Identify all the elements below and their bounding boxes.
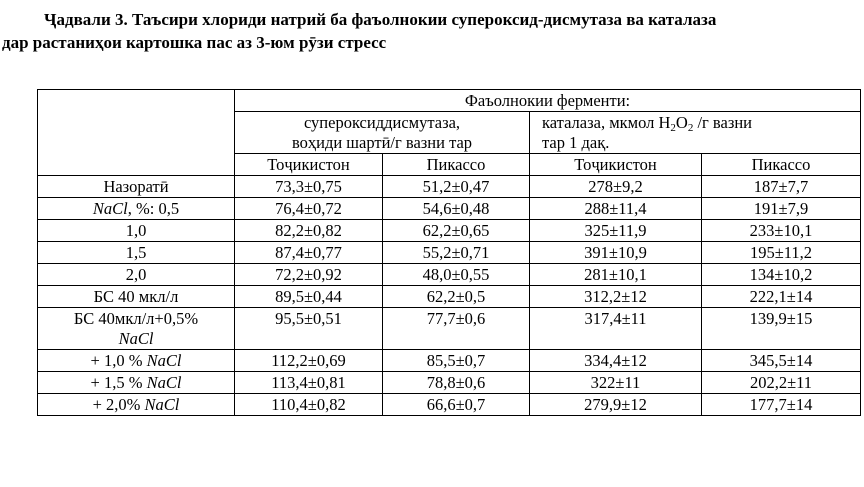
table-row: 1,5 87,4±0,77 55,2±0,71 391±10,9 195±11,… <box>37 241 861 264</box>
table-cell: 62,2±0,65 <box>382 219 530 242</box>
table-cell: 288±11,4 <box>529 197 702 220</box>
row-label: 1,5 <box>37 241 235 264</box>
table-cell: 110,4±0,82 <box>234 393 383 416</box>
header-empty-cell <box>37 89 235 176</box>
enzyme-activity-table: Фаъолнокии ферменти: супероксиддисмутаза… <box>37 89 861 416</box>
table-cell: 62,2±0,5 <box>382 285 530 308</box>
table-row: + 1,0 % NaCl 112,2±0,69 85,5±0,7 334,4±1… <box>37 349 861 372</box>
table-cell: 278±9,2 <box>529 175 702 198</box>
table-cell: 77,7±0,6 <box>382 307 530 350</box>
sod-header-line-1: супероксиддисмутаза, <box>303 113 461 132</box>
catalase-header-cell: каталаза, мкмол H2O2 /г вазни тар 1 дақ. <box>529 111 861 154</box>
table-cell: 195±11,2 <box>701 241 861 264</box>
table-cell: 78,8±0,6 <box>382 371 530 394</box>
table-row: 2,0 72,2±0,92 48,0±0,55 281±10,1 134±10,… <box>37 263 861 286</box>
nacl-italic: NaCl <box>92 199 128 218</box>
table-cell: 191±7,9 <box>701 197 861 220</box>
table-cell: 322±11 <box>529 371 702 394</box>
table-row: БС 40мкл/л+0,5% NaCl 95,5±0,51 77,7±0,6 3… <box>37 307 861 350</box>
table-cell: 139,9±15 <box>701 307 861 350</box>
row-label: + 1,0 % NaCl <box>37 349 235 372</box>
table-cell: 48,0±0,55 <box>382 263 530 286</box>
sod-header-line-2: воҳиди шартӣ/г вазни тар <box>291 133 473 152</box>
header-row-varieties: Тоҷикистон Пикассо Тоҷикистон Пикассо <box>38 153 861 176</box>
table-cell: 391±10,9 <box>529 241 702 264</box>
table-cell: 279,9±12 <box>529 393 702 416</box>
row-label: 1,0 <box>37 219 235 242</box>
catalase-sub-2: 2 <box>687 122 694 134</box>
table-cell: 312,2±12 <box>529 285 702 308</box>
row-label: + 1,5 % NaCl <box>37 371 235 394</box>
row-label-head: + 1,0 % <box>90 351 147 370</box>
table-cell: 66,6±0,7 <box>382 393 530 416</box>
variety-header: Тоҷикистон <box>529 153 702 176</box>
table-row: Назоратӣ 73,3±0,75 51,2±0,47 278±9,2 187… <box>37 175 861 198</box>
table-cell: 112,2±0,69 <box>234 349 383 372</box>
table-caption: Ҷадвали 3. Таъсири хлориди натрий ба фаъ… <box>0 8 864 54</box>
row-label: + 2,0% NaCl <box>37 393 235 416</box>
row-label: 2,0 <box>37 263 235 286</box>
variety-header: Пикассо <box>382 153 530 176</box>
table-cell: 72,2±0,92 <box>234 263 383 286</box>
table-cell: 89,5±0,44 <box>234 285 383 308</box>
table-cell: 134±10,2 <box>701 263 861 286</box>
row-label: NaCl, %: 0,5 <box>37 197 235 220</box>
header-row-enzymes: супероксиддисмутаза, воҳиди шартӣ/г вазн… <box>38 111 861 154</box>
row-label-tail: , %: 0,5 <box>127 199 180 218</box>
nacl-italic: NaCl <box>146 373 182 392</box>
table-cell: 177,7±14 <box>701 393 861 416</box>
catalase-header-post: /г вазни <box>693 113 753 132</box>
table-cell: 233±10,1 <box>701 219 861 242</box>
table-row: БС 40 мкл/л 89,5±0,44 62,2±0,5 312,2±12 … <box>37 285 861 308</box>
table-row: + 1,5 % NaCl 113,4±0,81 78,8±0,6 322±11 … <box>37 371 861 394</box>
table-cell: 85,5±0,7 <box>382 349 530 372</box>
catalase-header-mid: O <box>675 113 688 132</box>
table-row: 1,0 82,2±0,82 62,2±0,65 325±11,9 233±10,… <box>37 219 861 242</box>
sod-header-cell: супероксиддисмутаза, воҳиди шартӣ/г вазн… <box>234 111 530 154</box>
nacl-italic: NaCl <box>118 329 154 348</box>
table-row: + 2,0% NaCl 110,4±0,82 66,6±0,7 279,9±12… <box>37 393 861 416</box>
catalase-sub-1: 2 <box>670 122 676 134</box>
header-row-group: Фаъолнокии ферменти: <box>37 89 861 176</box>
table-cell: 345,5±14 <box>701 349 861 372</box>
table-cell: 222,1±14 <box>701 285 861 308</box>
caption-line-1: Ҷадвали 3. Таъсири хлориди натрий ба фаъ… <box>44 10 717 29</box>
row-label-line-1: БС 40мкл/л+0,5% <box>73 309 199 328</box>
table-cell: 73,3±0,75 <box>234 175 383 198</box>
row-label: БС 40мкл/л+0,5% NaCl <box>37 307 235 350</box>
table-cell: 95,5±0,51 <box>234 307 383 350</box>
table-cell: 325±11,9 <box>529 219 702 242</box>
table-cell: 51,2±0,47 <box>382 175 530 198</box>
variety-header: Тоҷикистон <box>234 153 383 176</box>
nacl-italic: NaCl <box>146 351 182 370</box>
caption-line-2: дар растаниҳои картошка пас аз 3-юм рӯзи… <box>2 33 387 52</box>
table-cell: 54,6±0,48 <box>382 197 530 220</box>
variety-header: Пикассо <box>701 153 861 176</box>
table-cell: 55,2±0,71 <box>382 241 530 264</box>
row-label-head: + 2,0% <box>92 395 145 414</box>
row-label: Назоратӣ <box>37 175 235 198</box>
table-cell: 281±10,1 <box>529 263 702 286</box>
nacl-italic: NaCl <box>144 395 180 414</box>
table-cell: 87,4±0,77 <box>234 241 383 264</box>
table-cell: 202,2±11 <box>701 371 861 394</box>
table-cell: 82,2±0,82 <box>234 219 383 242</box>
table-cell: 187±7,7 <box>701 175 861 198</box>
table-cell: 334,4±12 <box>529 349 702 372</box>
table-cell: 113,4±0,81 <box>234 371 383 394</box>
row-label-head: + 1,5 % <box>90 373 147 392</box>
table-cell: 317,4±11 <box>529 307 702 350</box>
catalase-header-text: каталаза, мкмол H <box>542 113 671 132</box>
header-group-cell: Фаъолнокии ферменти: <box>234 89 861 112</box>
table-cell: 76,4±0,72 <box>234 197 383 220</box>
table-row: NaCl, %: 0,5 76,4±0,72 54,6±0,48 288±11,… <box>37 197 861 220</box>
row-label: БС 40 мкл/л <box>37 285 235 308</box>
catalase-header-line-2: тар 1 дақ. <box>542 133 610 152</box>
